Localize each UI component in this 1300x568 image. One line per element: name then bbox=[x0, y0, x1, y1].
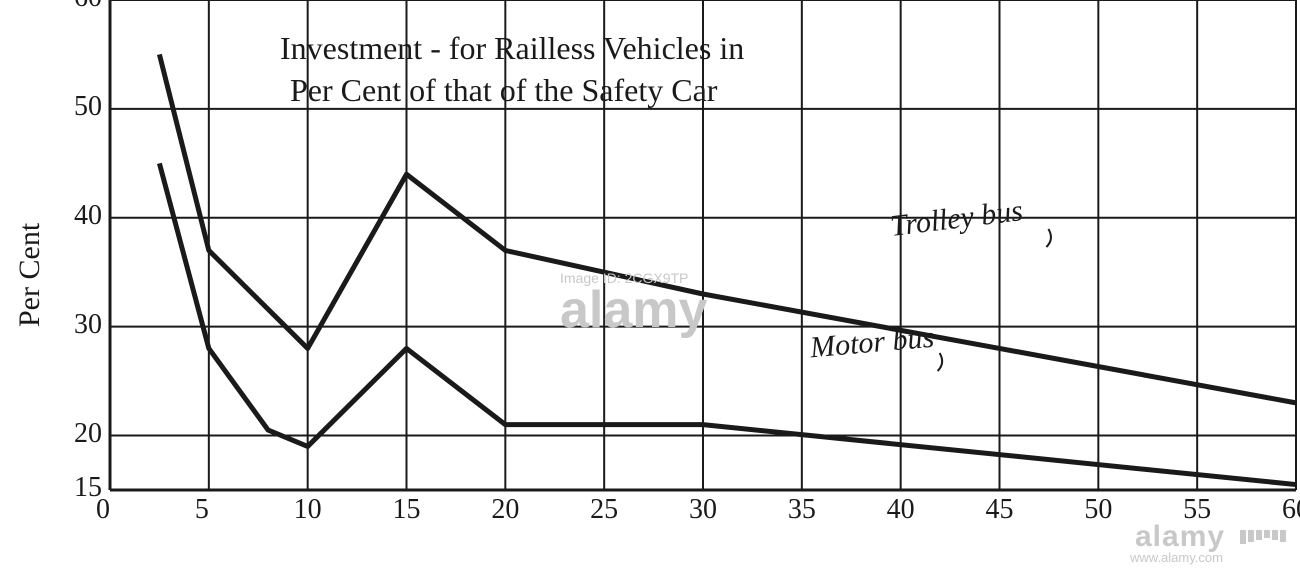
watermark-code-tl: Image ID: 2CGX9TP bbox=[560, 270, 688, 286]
x-tick-50: 50 bbox=[1084, 494, 1112, 526]
y-tick-60: 60 bbox=[74, 0, 102, 14]
watermark-bar bbox=[1280, 530, 1286, 542]
x-tick-20: 20 bbox=[491, 494, 519, 526]
x-tick-35: 35 bbox=[788, 494, 816, 526]
watermark-brand-small: alamy bbox=[1135, 520, 1225, 554]
y-tick-20: 20 bbox=[74, 418, 102, 450]
watermark-bar bbox=[1256, 530, 1262, 540]
watermark-bar bbox=[1248, 530, 1254, 542]
chart-title-line1: Investment - for Railless Vehicles in bbox=[280, 30, 744, 67]
x-tick-10: 10 bbox=[294, 494, 322, 526]
x-tick-45: 45 bbox=[986, 494, 1014, 526]
y-axis-title: Per Cent bbox=[13, 207, 47, 327]
watermark-brand-center: alamy bbox=[560, 280, 707, 340]
x-tick-60: 60 bbox=[1282, 494, 1300, 526]
x-tick-0: 0 bbox=[96, 494, 110, 526]
x-tick-30: 30 bbox=[689, 494, 717, 526]
watermark-bar bbox=[1240, 530, 1246, 544]
chart-title-line2: Per Cent of that of the Safety Car bbox=[290, 72, 717, 109]
x-tick-15: 15 bbox=[393, 494, 421, 526]
watermark-bar bbox=[1272, 530, 1278, 540]
x-tick-5: 5 bbox=[195, 494, 209, 526]
watermark-bar bbox=[1264, 530, 1270, 538]
chart-container: Per Cent 152030405060 051015202530354045… bbox=[0, 0, 1300, 568]
y-tick-50: 50 bbox=[74, 91, 102, 123]
y-tick-40: 40 bbox=[74, 200, 102, 232]
x-tick-40: 40 bbox=[887, 494, 915, 526]
x-tick-25: 25 bbox=[590, 494, 618, 526]
watermark-code-br: www.alamy.com bbox=[1130, 550, 1223, 565]
y-tick-30: 30 bbox=[74, 309, 102, 341]
